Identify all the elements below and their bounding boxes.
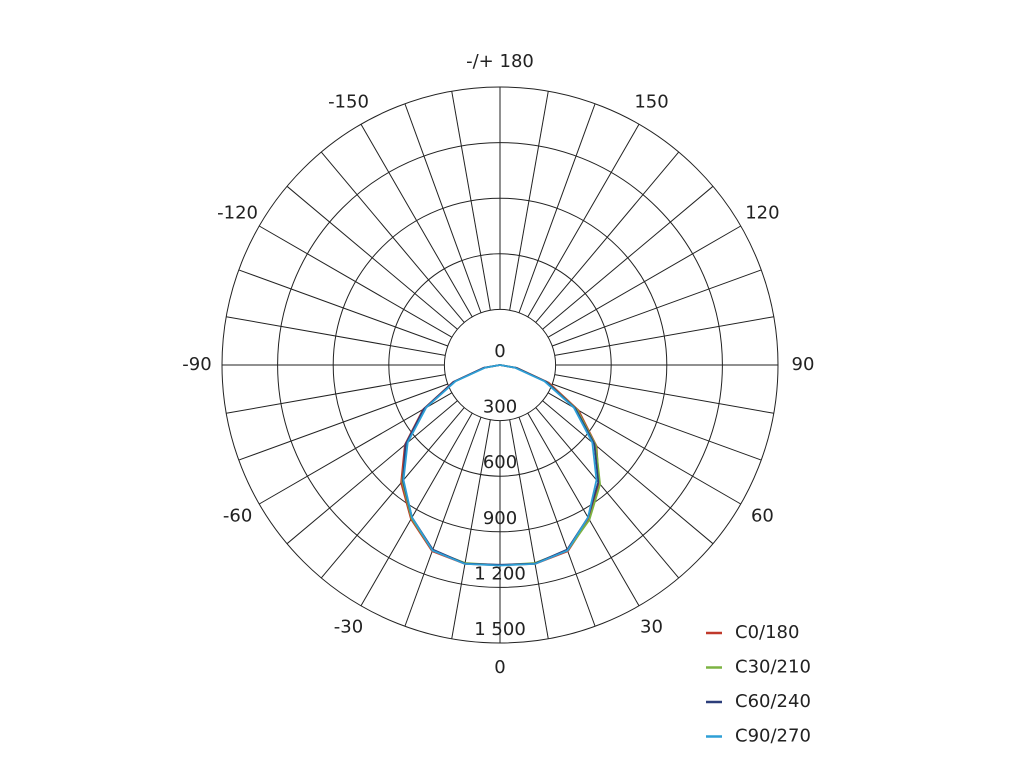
angle-tick-label: -30 (334, 616, 363, 637)
spoke (238, 383, 448, 461)
angle-tick-label: 60 (751, 506, 774, 527)
spoke (286, 400, 458, 545)
spoke (552, 383, 762, 461)
angle-tick-label: 0 (494, 657, 505, 678)
spoke (404, 417, 482, 627)
spoke (451, 419, 491, 639)
spoke (552, 269, 762, 347)
r-tick-label: 1 500 (474, 619, 526, 640)
spoke (258, 225, 453, 338)
spoke (226, 374, 446, 414)
r-tick-label: 0 (494, 341, 505, 362)
angle-tick-label: -120 (217, 203, 258, 224)
spoke (320, 407, 465, 579)
spoke (518, 103, 596, 313)
spoke (226, 316, 446, 356)
r-tick-label: 600 (483, 452, 517, 473)
spoke (509, 91, 549, 311)
r-tick-label: 300 (483, 397, 517, 418)
legend-label: C90/270 (735, 726, 811, 747)
spoke (451, 91, 491, 311)
angle-tick-label: 150 (634, 92, 668, 113)
spoke (542, 400, 714, 545)
curve (402, 364, 598, 567)
angle-tick-label: -/+ 180 (466, 51, 534, 72)
angle-tick-label: 30 (640, 616, 663, 637)
angle-tick-label: -90 (182, 354, 211, 375)
spoke (554, 316, 774, 356)
spoke (509, 419, 549, 639)
r-tick-label: 900 (483, 508, 517, 529)
r-tick-label: 1 200 (474, 563, 526, 584)
spoke (258, 392, 453, 505)
spoke (527, 123, 640, 318)
spoke (360, 412, 473, 607)
spoke (535, 407, 680, 579)
spoke (547, 225, 742, 338)
angle-tick-label: 90 (792, 354, 815, 375)
spoke (518, 417, 596, 627)
spoke (238, 269, 448, 347)
spoke (535, 151, 680, 323)
legend-label: C60/240 (735, 691, 811, 712)
spoke (547, 392, 742, 505)
angle-tick-label: -60 (223, 506, 252, 527)
angle-tick-label: 120 (745, 203, 779, 224)
spoke (286, 185, 458, 330)
legend-label: C30/210 (735, 657, 811, 678)
spoke (404, 103, 482, 313)
spoke (527, 412, 640, 607)
spoke (542, 185, 714, 330)
spoke (554, 374, 774, 414)
angle-tick-label: -150 (328, 92, 369, 113)
spoke (360, 123, 473, 318)
spoke (320, 151, 465, 323)
legend-label: C0/180 (735, 622, 799, 643)
